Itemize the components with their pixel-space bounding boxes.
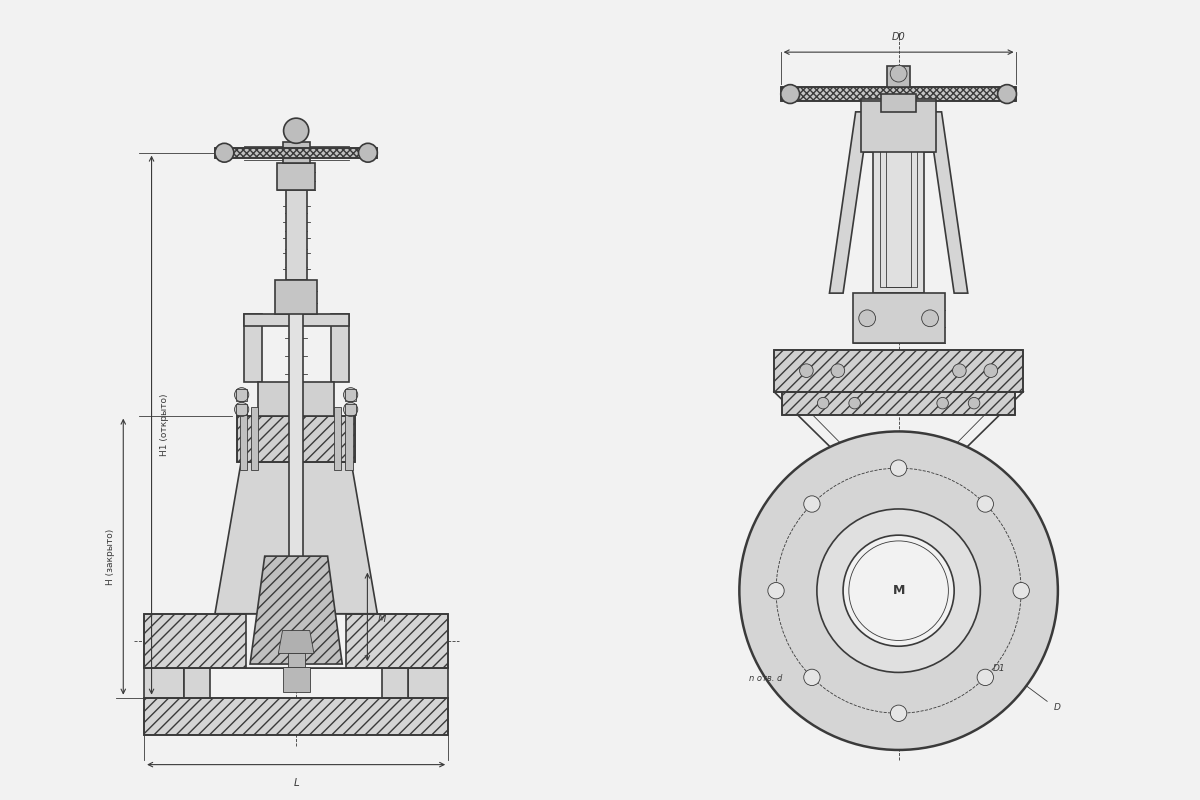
Bar bbox=[144, 614, 448, 668]
Circle shape bbox=[890, 66, 907, 82]
Circle shape bbox=[844, 535, 954, 646]
Bar bbox=[282, 667, 310, 692]
Bar bbox=[860, 99, 936, 152]
Bar bbox=[774, 350, 1024, 392]
Bar bbox=[880, 118, 918, 287]
Text: H (закрыто): H (закрыто) bbox=[106, 529, 115, 585]
Circle shape bbox=[343, 402, 358, 417]
Bar bbox=[236, 416, 355, 462]
Circle shape bbox=[937, 398, 948, 409]
Bar bbox=[184, 668, 210, 698]
Bar bbox=[144, 614, 448, 668]
Circle shape bbox=[817, 509, 980, 673]
Bar bbox=[289, 188, 304, 650]
Bar bbox=[144, 668, 184, 698]
Text: H1 (открыто): H1 (открыто) bbox=[160, 394, 169, 456]
Circle shape bbox=[234, 402, 248, 417]
Circle shape bbox=[922, 310, 938, 326]
Text: D1: D1 bbox=[992, 664, 1004, 673]
Circle shape bbox=[283, 118, 308, 143]
Bar bbox=[251, 407, 258, 470]
Bar bbox=[408, 668, 448, 698]
Circle shape bbox=[781, 85, 799, 103]
Circle shape bbox=[768, 582, 784, 599]
Bar bbox=[144, 698, 448, 735]
Bar bbox=[344, 389, 356, 401]
Bar bbox=[236, 416, 355, 462]
Circle shape bbox=[215, 143, 234, 162]
Bar bbox=[277, 163, 316, 190]
Circle shape bbox=[1013, 582, 1030, 599]
Circle shape bbox=[977, 670, 994, 686]
Bar bbox=[244, 314, 348, 326]
Polygon shape bbox=[250, 556, 342, 664]
Bar bbox=[258, 382, 334, 416]
Bar bbox=[334, 407, 341, 470]
Bar bbox=[886, 118, 911, 287]
Bar bbox=[781, 87, 1016, 101]
Circle shape bbox=[739, 431, 1058, 750]
Bar bbox=[286, 190, 307, 279]
Bar bbox=[240, 407, 247, 470]
Bar bbox=[288, 653, 305, 667]
Bar bbox=[215, 148, 377, 158]
Circle shape bbox=[859, 310, 876, 326]
Text: n отв. d: n отв. d bbox=[749, 674, 782, 682]
Circle shape bbox=[953, 364, 966, 378]
Bar bbox=[782, 392, 1015, 414]
Circle shape bbox=[890, 460, 907, 476]
Circle shape bbox=[234, 388, 248, 402]
Circle shape bbox=[977, 496, 994, 512]
Polygon shape bbox=[215, 462, 377, 614]
Bar bbox=[282, 142, 310, 163]
Bar bbox=[236, 389, 247, 401]
Bar bbox=[852, 293, 944, 343]
Bar bbox=[215, 148, 377, 158]
Bar bbox=[144, 698, 448, 735]
Circle shape bbox=[804, 670, 820, 686]
Circle shape bbox=[984, 364, 997, 378]
Bar bbox=[344, 404, 356, 415]
Polygon shape bbox=[829, 112, 869, 293]
Circle shape bbox=[832, 364, 845, 378]
Circle shape bbox=[343, 388, 358, 402]
Circle shape bbox=[817, 398, 829, 409]
Text: M: M bbox=[893, 584, 905, 597]
Circle shape bbox=[359, 143, 377, 162]
Bar bbox=[887, 66, 910, 87]
Text: D: D bbox=[1054, 703, 1061, 713]
Circle shape bbox=[804, 496, 820, 512]
Bar bbox=[774, 350, 1024, 392]
Bar bbox=[346, 407, 353, 470]
Polygon shape bbox=[928, 112, 967, 293]
Bar bbox=[881, 94, 917, 112]
Bar bbox=[781, 87, 1016, 101]
Bar bbox=[874, 112, 924, 293]
Circle shape bbox=[890, 705, 907, 722]
Bar bbox=[275, 279, 317, 314]
Circle shape bbox=[799, 364, 814, 378]
Text: L: L bbox=[293, 778, 299, 788]
Text: D0: D0 bbox=[892, 32, 906, 42]
Bar bbox=[382, 668, 408, 698]
Bar bbox=[331, 314, 348, 382]
Bar bbox=[246, 614, 346, 668]
Text: M: M bbox=[378, 614, 386, 624]
Polygon shape bbox=[278, 630, 314, 654]
Bar bbox=[782, 392, 1015, 414]
Circle shape bbox=[997, 85, 1016, 103]
Bar bbox=[236, 404, 247, 415]
Circle shape bbox=[848, 398, 860, 409]
Bar bbox=[244, 314, 262, 382]
Circle shape bbox=[968, 398, 980, 409]
